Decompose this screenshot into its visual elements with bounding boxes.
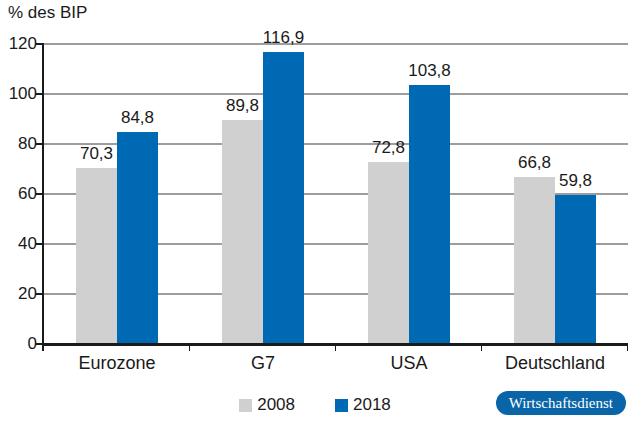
gridline-100 [44,93,628,95]
y-axis-label-100: 100 [3,84,37,104]
legend-swatch-2018 [335,399,348,412]
x-tick-1 [189,344,191,351]
x-axis-label-usa: USA [336,353,482,374]
bar-2018-usa [409,85,450,345]
bar-2008-g7 [222,120,263,345]
wirtschaftsdienst-badge: Wirtschaftsdienst [496,391,626,415]
legend-label-2008: 2008 [257,395,295,415]
y-axis-label-60: 60 [3,184,37,204]
x-tick-3 [481,344,483,351]
bar-2008-usa [368,162,409,344]
bar-2018-deutschland [555,195,596,345]
chart-container: % des BIP 2008 2018 Wirtschaftsdienst 0 2… [0,0,630,424]
x-tick-4 [627,344,629,351]
value-label-2018-eurozone: 84,8 [93,108,183,128]
x-tick-2 [335,344,337,351]
value-label-2018-deutschland: 59,8 [531,171,621,191]
gridline-120 [44,43,628,45]
y-axis-label-80: 80 [3,134,37,154]
y-axis-label-40: 40 [3,234,37,254]
y-axis-unit-title: % des BIP [8,3,87,23]
y-axis-label-0: 0 [3,334,37,354]
bar-2018-g7 [263,52,304,344]
legend-label-2018: 2018 [353,395,391,415]
legend-swatch-2008 [239,399,252,412]
bar-2008-deutschland [514,177,555,344]
legend-item-2008: 2008 [239,395,295,415]
value-label-2018-usa: 103,8 [385,61,475,81]
y-axis-label-120: 120 [3,34,37,54]
y-axis-label-20: 20 [3,284,37,304]
x-axis-label-g7: G7 [190,353,336,374]
bar-2018-eurozone [117,132,158,344]
y-axis-line [42,43,44,351]
bar-2008-eurozone [76,168,117,344]
value-label-2018-g7: 116,9 [239,28,329,48]
legend-item-2018: 2018 [335,395,391,415]
x-axis-label-deutschland: Deutschland [482,353,628,374]
x-axis-label-eurozone: Eurozone [44,353,190,374]
